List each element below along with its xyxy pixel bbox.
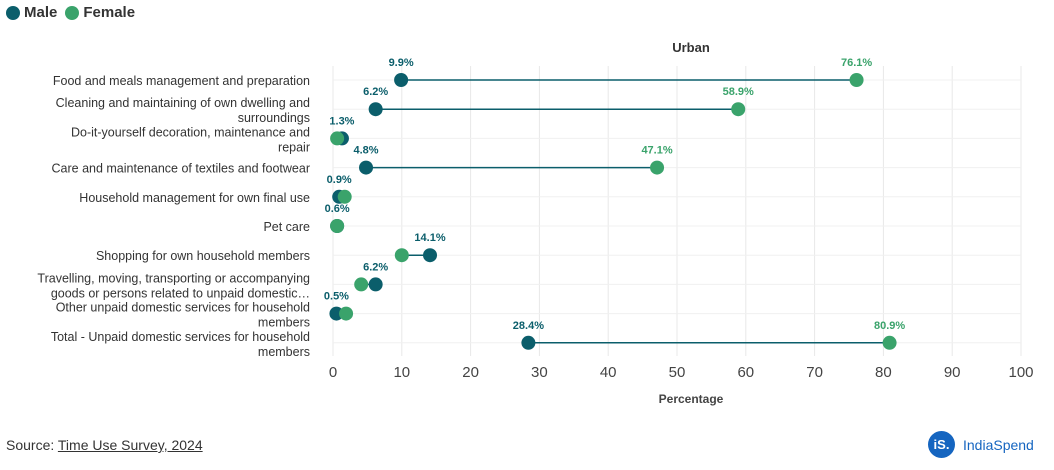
x-tick-label: 100	[1008, 364, 1033, 381]
legend-female[interactable]: Female	[65, 4, 135, 21]
x-tick-label: 10	[393, 364, 410, 381]
x-tick-label: 70	[806, 364, 823, 381]
male-data-label: 6.2%	[363, 261, 388, 273]
source-prefix: Source:	[6, 437, 58, 453]
x-tick-label: 30	[531, 364, 548, 381]
female-point	[339, 306, 354, 321]
x-tick-label: 20	[462, 364, 479, 381]
male-data-label: 0.5%	[324, 291, 349, 303]
female-data-label: 58.9%	[723, 86, 754, 98]
x-tick-label: 0	[329, 364, 337, 381]
x-tick-label: 60	[737, 364, 754, 381]
legend-male-label: Male	[24, 4, 58, 21]
category-label: Care and maintenance of textiles and foo…	[52, 162, 311, 176]
x-axis-label: Percentage	[659, 392, 724, 406]
female-point	[354, 277, 369, 292]
category-label: Pet care	[263, 220, 310, 234]
male-data-label: 4.8%	[353, 145, 378, 157]
female-data-label: 76.1%	[841, 57, 872, 69]
chart-title: Urban	[672, 40, 710, 55]
x-tick-label: 90	[944, 364, 961, 381]
female-point	[882, 335, 897, 350]
category-label: Food and meals management and preparatio…	[53, 74, 310, 88]
dumbbell-chart: Urban 0 10 20 30 40 50 60 70 80 90 100 Percentage Foo…	[37, 40, 1033, 406]
female-dot-icon	[65, 5, 80, 20]
male-dot-icon	[6, 5, 20, 20]
female-point	[337, 189, 352, 204]
female-point	[650, 160, 665, 175]
category-label: Total - Unpaid domestic services for hou…	[51, 330, 310, 359]
x-tick-label: 50	[669, 364, 686, 381]
male-data-label: 6.2%	[363, 86, 388, 98]
female-data-label: 47.1%	[641, 145, 672, 157]
source-link[interactable]: Time Use Survey, 2024	[57, 437, 203, 453]
male-point	[521, 335, 536, 350]
x-tick-label: 80	[875, 364, 892, 381]
male-point	[359, 160, 374, 175]
category-label: Travelling, moving, transporting or acco…	[37, 271, 310, 300]
category-label: Shopping for own household members	[96, 249, 310, 263]
category-label: Do-it-yourself decoration, maintenance a…	[71, 125, 310, 154]
category-label: Cleaning and maintaining of own dwelling…	[56, 96, 310, 125]
legend-male[interactable]: Male	[6, 4, 57, 21]
category-label: Household management for own final use	[79, 191, 310, 205]
male-data-label: 0.6%	[325, 203, 350, 215]
male-data-label: 1.3%	[329, 115, 354, 127]
indiaspend-logo: iS.	[928, 431, 955, 458]
female-point	[330, 219, 345, 233]
female-point	[394, 248, 409, 263]
male-data-label: 28.4%	[513, 320, 544, 332]
male-data-label: 14.1%	[414, 232, 445, 244]
legend: Male Female	[6, 4, 135, 21]
female-point	[849, 73, 864, 87]
male-point	[368, 102, 383, 117]
male-point	[368, 277, 383, 292]
male-point	[394, 73, 409, 87]
male-data-label: 9.9%	[389, 57, 414, 69]
brand: iS. IndiaSpend	[928, 431, 1034, 458]
male-point	[423, 248, 438, 263]
female-point	[330, 131, 345, 146]
brand-name: IndiaSpend	[963, 436, 1034, 453]
male-point	[329, 306, 344, 321]
male-data-label: 0.9%	[327, 174, 352, 186]
x-tick-label: 40	[600, 364, 617, 381]
source: Source: Time Use Survey, 2024	[6, 437, 203, 453]
female-point	[731, 102, 746, 117]
female-data-label: 80.9%	[874, 320, 905, 332]
legend-female-label: Female	[83, 4, 136, 21]
category-label: Other unpaid domestic services for house…	[56, 301, 310, 330]
